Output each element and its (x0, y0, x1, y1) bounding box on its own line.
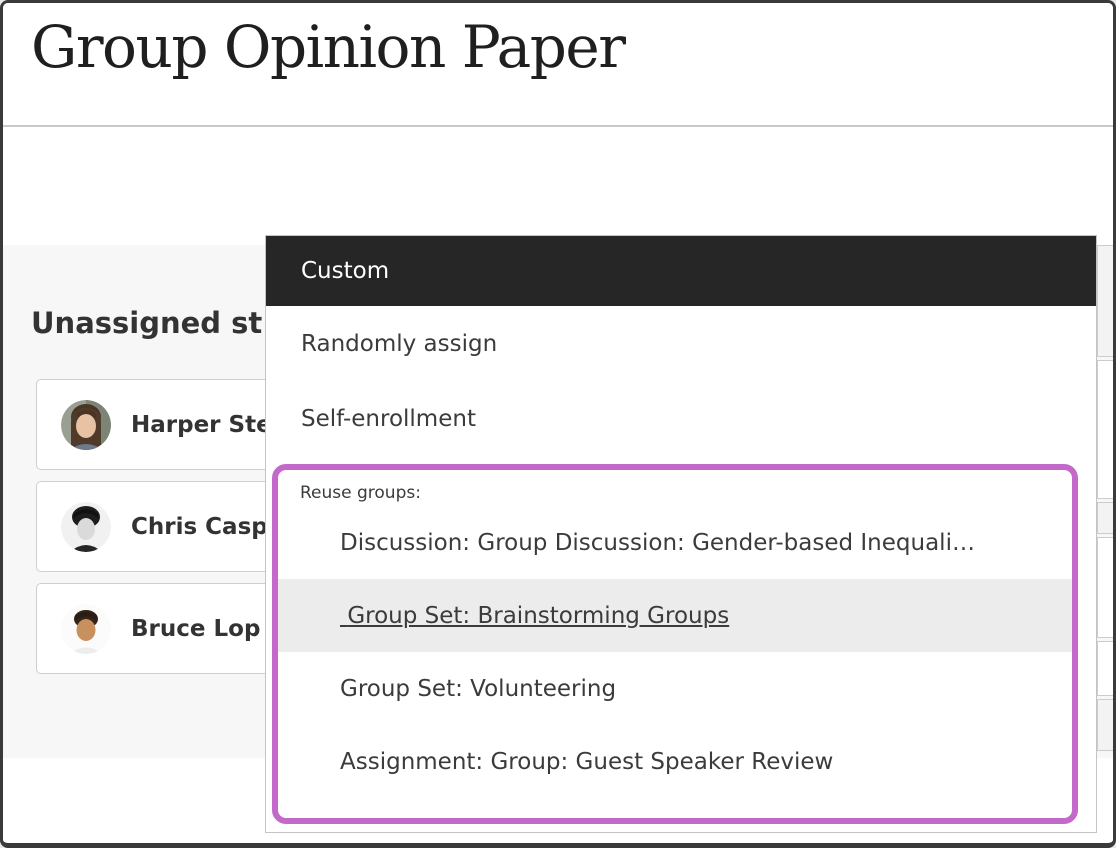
dropdown-option-randomly-assign[interactable]: Randomly assign (266, 306, 1096, 381)
student-name: Bruce Lop (131, 615, 261, 642)
page-header: Group Opinion Paper (3, 3, 1113, 127)
group-students-row: Group students Custom (3, 129, 1113, 349)
occluded-box (1097, 537, 1113, 638)
female-portrait-avatar (61, 399, 111, 450)
occluded-box (1097, 360, 1113, 499)
option-label: Custom (301, 258, 390, 284)
male-portrait-avatar (61, 603, 111, 654)
dropdown-option-discussion-gender-based[interactable]: Discussion: Group Discussion: Gender-bas… (278, 506, 1072, 579)
group-students-dropdown-menu: Custom Randomly assign Self-enrollment R… (265, 235, 1097, 833)
student-name: Chris Casp (131, 513, 268, 540)
occluded-box (1097, 699, 1113, 751)
option-label: Group Set: Volunteering (340, 675, 617, 702)
option-label: Discussion: Group Discussion: Gender-bas… (340, 529, 975, 556)
dropdown-option-brainstorming-groups[interactable]: Group Set: Brainstorming Groups (278, 579, 1072, 652)
reuse-groups-label: Reuse groups: (300, 483, 421, 503)
section-heading: Unassigned st (31, 306, 263, 340)
occluded-box (1097, 641, 1113, 696)
reuse-groups-highlight-box: Reuse groups: Discussion: Group Discussi… (272, 464, 1078, 824)
page-title: Group Opinion Paper (31, 13, 626, 81)
option-label: Self-enrollment (301, 405, 476, 432)
male-bw-portrait-avatar (61, 501, 111, 552)
dropdown-option-guest-speaker-review[interactable]: Assignment: Group: Guest Speaker Review (278, 725, 1072, 798)
dropdown-option-volunteering[interactable]: Group Set: Volunteering (278, 652, 1072, 725)
student-name: Harper Ste (131, 411, 272, 438)
option-label: Group Set: Brainstorming Groups (347, 602, 730, 629)
occluded-box (1097, 502, 1113, 534)
dropdown-option-custom[interactable]: Custom (266, 236, 1096, 306)
option-label: Randomly assign (301, 330, 498, 357)
occluded-box (1097, 245, 1113, 357)
option-label: Assignment: Group: Guest Speaker Review (340, 748, 834, 775)
dropdown-option-self-enrollment[interactable]: Self-enrollment (266, 381, 1096, 456)
occluded-content-edge (1097, 245, 1113, 758)
